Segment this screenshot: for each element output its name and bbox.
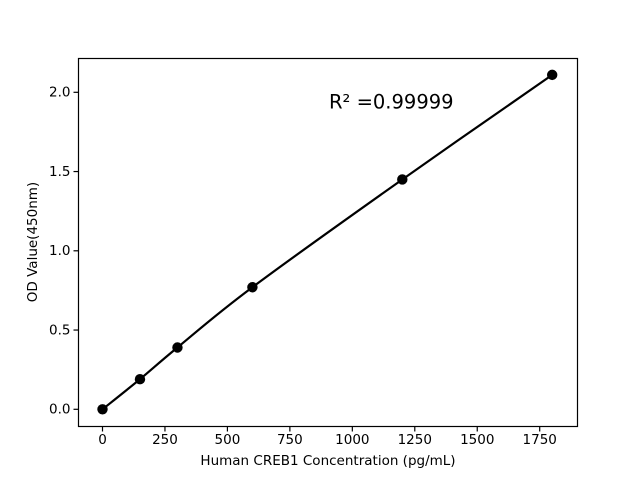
x-tick-label: 1250 xyxy=(398,432,432,448)
y-axis-label: OD Value(450nm) xyxy=(25,181,41,303)
data-point-marker xyxy=(172,342,183,353)
y-tick-label: 0.5 xyxy=(49,322,70,338)
axes-and-data: 0 250 500 750 1000 1250 1500 1750 0.0 0.5 1.0 1.5 2.… xyxy=(49,57,579,448)
plot-border xyxy=(77,57,579,428)
x-tick-label: 500 xyxy=(215,432,241,448)
r-squared-annotation: R² =0.99999 xyxy=(329,91,454,114)
standard-curve-line xyxy=(101,73,554,411)
data-point-marker xyxy=(134,373,146,385)
y-tick-label: 1.0 xyxy=(49,243,70,259)
x-tick-label: 0 xyxy=(98,432,107,448)
data-point-marker xyxy=(247,282,258,293)
x-tick-label: 1000 xyxy=(335,432,369,448)
x-tick-label: 750 xyxy=(277,432,303,448)
y-tick-label: 1.5 xyxy=(49,164,70,180)
x-tick-label: 250 xyxy=(152,432,178,448)
data-point-marker xyxy=(397,174,408,185)
x-tick-label: 1500 xyxy=(460,432,494,448)
x-axis-label: Human CREB1 Concentration (pg/mL) xyxy=(200,453,456,469)
data-point-marker xyxy=(97,404,108,415)
y-tick-label: 2.0 xyxy=(49,85,70,101)
x-tick-label: 1750 xyxy=(523,432,557,448)
y-tick-label: 0.0 xyxy=(49,402,70,418)
data-point-marker xyxy=(546,69,558,81)
